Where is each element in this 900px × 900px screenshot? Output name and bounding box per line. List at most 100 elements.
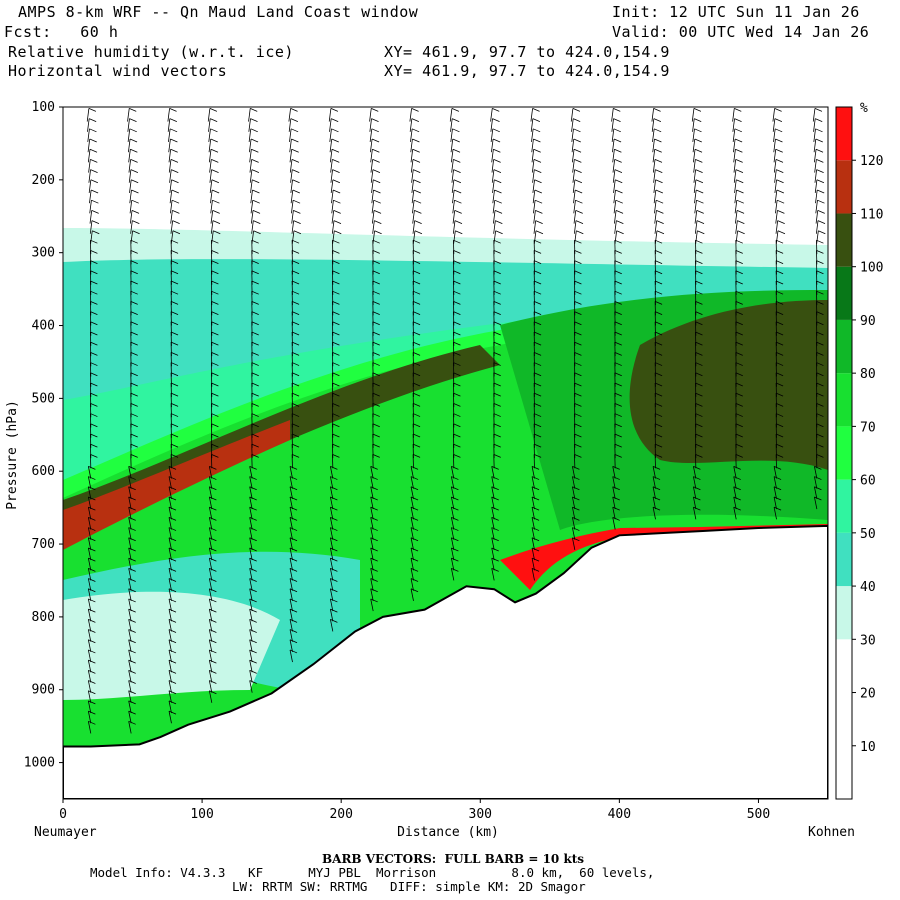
wind-barb-shaft <box>449 108 453 122</box>
wind-barb-shaft <box>249 169 253 183</box>
y-tick-label: 300 <box>32 246 55 261</box>
wind-barb-shaft <box>492 189 495 204</box>
wind-barb-flag <box>533 159 542 163</box>
wind-barb-shaft <box>329 128 332 143</box>
wind-barb-flag <box>453 453 461 458</box>
wind-barb-shaft <box>88 169 91 183</box>
wind-barb-flag <box>289 516 298 521</box>
wind-barb-shaft <box>289 568 293 581</box>
wind-barb-shaft <box>329 619 334 632</box>
wind-barb-shaft <box>412 220 416 234</box>
wind-barb-flag <box>412 331 421 336</box>
wind-barb-shaft <box>87 537 92 550</box>
wind-barb-shaft <box>87 118 90 132</box>
wind-barb-shaft <box>129 189 132 204</box>
wind-barb-flag <box>132 220 140 224</box>
wind-barb-flag <box>491 476 499 480</box>
wind-barb-flag <box>573 118 581 122</box>
wind-barb-flag <box>735 280 743 285</box>
wind-barb-flag <box>289 537 298 542</box>
wind-barb-flag <box>289 547 298 552</box>
wind-barb-flag <box>694 128 702 133</box>
wind-barb-flag <box>292 169 300 173</box>
wind-barb-shaft <box>370 588 374 601</box>
x-axis: 0 100 200 300 400 500 <box>59 799 770 822</box>
wind-barb-shaft <box>210 210 214 224</box>
wind-barb-shaft <box>289 496 293 510</box>
wind-barb-shaft <box>87 486 92 499</box>
wind-barb-flag <box>453 443 461 448</box>
wind-barb-flag <box>249 506 257 511</box>
wind-barb-shaft <box>652 486 656 499</box>
wind-barb-flag <box>410 578 419 582</box>
wind-barb-shaft <box>693 507 697 520</box>
wind-barb-flag <box>372 290 380 295</box>
wind-barb-flag <box>735 372 743 377</box>
wind-barb-flag <box>330 567 338 572</box>
wind-barb-flag <box>775 402 784 407</box>
wind-barb-flag <box>90 280 98 285</box>
wind-barb-flag <box>330 598 338 603</box>
wind-barb-shaft <box>128 649 132 663</box>
wind-barb-flag <box>816 433 824 438</box>
wind-barb-shaft <box>330 169 333 183</box>
wind-barb-flag <box>654 138 662 143</box>
wind-barb-flag <box>251 311 259 315</box>
wind-barb-flag <box>212 220 221 224</box>
wind-barb-flag <box>291 159 300 163</box>
wind-barb-flag <box>491 506 499 511</box>
wind-barb-flag <box>572 108 581 112</box>
wind-barb-shaft <box>168 486 172 499</box>
wind-barb-flag <box>654 362 663 366</box>
wind-barb-shaft <box>451 507 455 520</box>
wind-barb-shaft <box>328 108 332 122</box>
wind-barb-shaft <box>249 496 253 510</box>
wind-barb-flag <box>130 331 138 336</box>
wind-barb-flag <box>656 210 664 214</box>
wind-barb-flag <box>735 250 743 254</box>
wind-barb-shaft <box>452 220 456 234</box>
wind-barb-flag <box>574 270 582 275</box>
wind-barb-shaft <box>492 210 496 224</box>
wind-barb-flag <box>492 108 500 112</box>
wind-barb-flag <box>410 516 419 521</box>
barb-legend: BARB VECTORS: FULL BARB = 10 kts <box>322 852 585 866</box>
wind-barb-flag <box>209 649 217 654</box>
wind-barb-flag <box>655 169 663 173</box>
wind-barb-shaft <box>493 220 496 234</box>
wind-barb-shaft <box>329 507 334 520</box>
wind-barb-flag <box>816 239 824 244</box>
wind-barb-shaft <box>289 517 293 530</box>
wind-barb-flag <box>332 413 340 417</box>
wind-barb-flag <box>291 290 300 295</box>
colorbar-label: 30 <box>860 633 876 648</box>
wind-barb-flag <box>88 557 96 562</box>
wind-barb-shaft <box>369 128 373 143</box>
wind-barb-flag <box>493 433 501 438</box>
wind-barb-flag <box>777 210 785 214</box>
wind-barb-flag <box>251 260 259 264</box>
wind-barb-flag <box>531 496 540 501</box>
wind-barb-flag <box>614 443 622 448</box>
wind-barb-flag <box>209 557 217 562</box>
wind-barb-shaft <box>531 466 535 479</box>
wind-barb-flag <box>128 700 136 705</box>
wind-barb-shaft <box>370 537 374 550</box>
wind-barb-flag <box>88 496 96 501</box>
wind-barb-flag <box>289 608 298 613</box>
wind-barb-shaft <box>370 547 374 561</box>
wind-barb-flag <box>773 496 782 501</box>
wind-barb-flag <box>775 331 784 336</box>
wind-barb-flag <box>454 199 462 204</box>
wind-barb-flag <box>693 506 701 511</box>
wind-barb-flag <box>172 210 180 214</box>
wind-barb-flag <box>493 260 501 264</box>
wind-barb-flag <box>128 547 136 552</box>
wind-barb-shaft <box>411 179 414 194</box>
wind-barb-flag <box>88 588 96 593</box>
wind-barb-shaft <box>451 179 455 194</box>
wind-barb-flag <box>372 423 380 428</box>
wind-barb-flag <box>88 639 96 644</box>
wind-barb-shaft <box>774 169 777 183</box>
wind-barb-flag <box>736 179 744 184</box>
